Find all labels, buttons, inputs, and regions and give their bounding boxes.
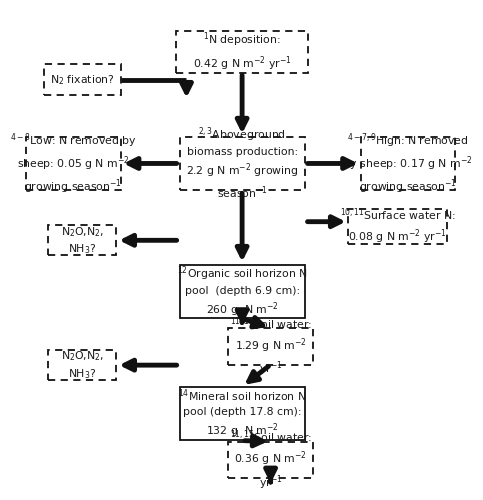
FancyBboxPatch shape [361, 136, 455, 190]
FancyBboxPatch shape [228, 328, 313, 364]
FancyBboxPatch shape [228, 442, 313, 478]
FancyBboxPatch shape [44, 64, 121, 95]
Text: $^{10,11}$Surface water N:
0.08 g N m$^{-2}$ yr$^{-1}$: $^{10,11}$Surface water N: 0.08 g N m$^{… [340, 206, 455, 246]
Text: N$_2$ fixation?: N$_2$ fixation? [50, 72, 114, 86]
FancyBboxPatch shape [48, 350, 116, 380]
FancyBboxPatch shape [180, 265, 305, 318]
FancyBboxPatch shape [27, 136, 121, 190]
Text: $^{2,3}$Aboveground
biomass production:
2.2 g N m$^{-2}$ growing
season$^{-1}$: $^{2,3}$Aboveground biomass production: … [186, 126, 298, 202]
Text: N$_2$O,N$_2$,
NH$_3$?: N$_2$O,N$_2$, NH$_3$? [61, 225, 104, 256]
FancyBboxPatch shape [180, 387, 305, 440]
Text: $^1$N deposition:
0.42 g N m$^{-2}$ yr$^{-1}$: $^1$N deposition: 0.42 g N m$^{-2}$ yr$^… [193, 31, 292, 72]
Text: $^{12}$Organic soil horizon N
pool  (depth 6.9 cm):
260 g  N m$^{-2}$: $^{12}$Organic soil horizon N pool (dept… [177, 264, 308, 319]
FancyBboxPatch shape [176, 30, 308, 72]
Text: N$_2$O,N$_2$,
NH$_3$?: N$_2$O,N$_2$, NH$_3$? [61, 350, 104, 380]
Text: $^{11,15}$Soil water:
0.36 g N m$^{-2}$
yr$^{-1}$: $^{11,15}$Soil water: 0.36 g N m$^{-2}$ … [229, 428, 312, 492]
Text: $^{4-7,9}$High: N removed
by sheep: 0.17 g N m$^{-2}$
growing season$^{-1}$: $^{4-7,9}$High: N removed by sheep: 0.17… [343, 131, 472, 196]
Text: $^{14}$Mineral soil horizon N
pool (depth 17.8 cm):
132 g  N m$^{-2}$: $^{14}$Mineral soil horizon N pool (dept… [178, 388, 306, 440]
FancyBboxPatch shape [180, 136, 305, 190]
FancyBboxPatch shape [348, 209, 447, 244]
Text: $^{4-8}$Low: N removed by
sheep: 0.05 g N m$^{-2}$
growing season$^{-1}$: $^{4-8}$Low: N removed by sheep: 0.05 g … [10, 131, 137, 196]
Text: $^{11,13}$Soil water:
1.29 g N m$^{-2}$
yr$^{-1}$: $^{11,13}$Soil water: 1.29 g N m$^{-2}$ … [229, 315, 312, 378]
FancyBboxPatch shape [48, 225, 116, 256]
